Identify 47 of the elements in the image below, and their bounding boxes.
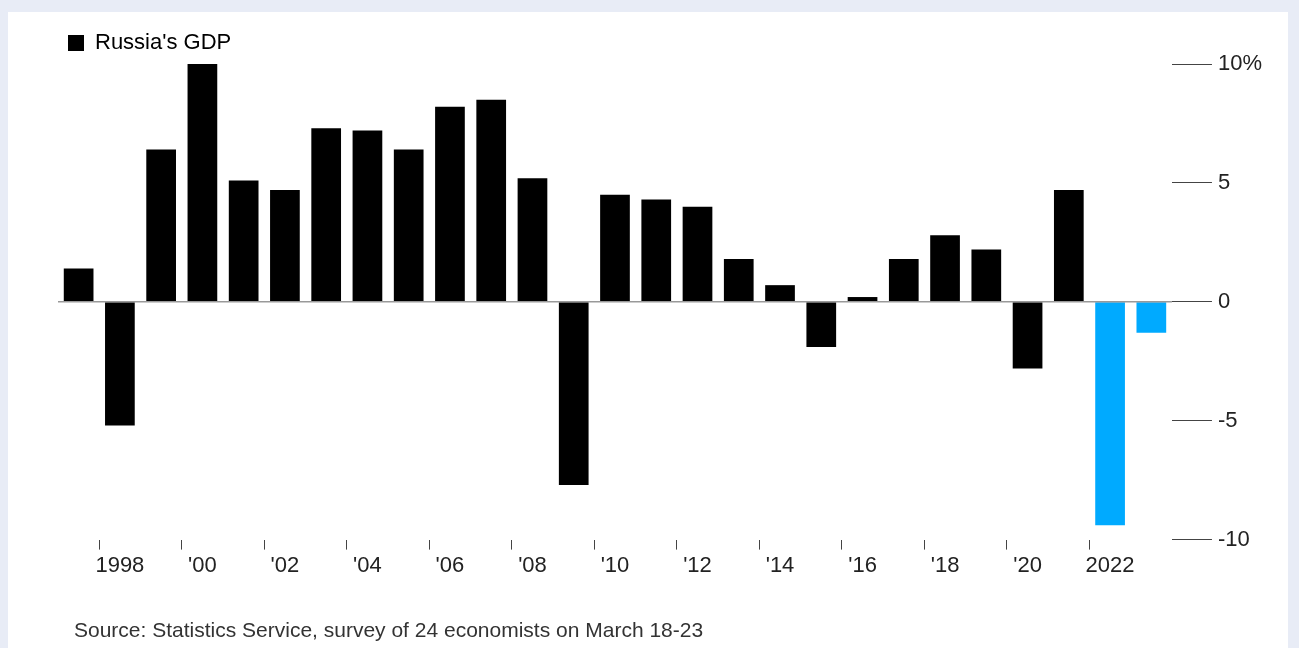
- x-tick-label: 2022: [1085, 551, 1135, 577]
- x-tick-label: '00: [188, 551, 217, 577]
- bar: [476, 99, 507, 302]
- x-tick-label: '16: [848, 551, 877, 577]
- y-tick-label: 10%: [1217, 50, 1263, 76]
- y-tick-label: -10: [1217, 525, 1250, 551]
- bar: [558, 302, 589, 485]
- bar: [63, 268, 94, 302]
- x-tick-label: '14: [765, 551, 795, 577]
- bar: [228, 180, 259, 302]
- bar: [806, 302, 837, 347]
- x-tick-label: 1998: [95, 551, 145, 577]
- bar: [311, 128, 342, 302]
- x-tick-label: '18: [930, 551, 960, 577]
- legend-label: Russia's GDP: [95, 29, 232, 55]
- x-tick-label: '20: [1013, 551, 1042, 577]
- x-tick-label: '02: [270, 551, 300, 577]
- bar: [105, 302, 135, 426]
- bar: [187, 64, 218, 302]
- bar: [723, 259, 754, 302]
- bar: [765, 285, 795, 302]
- bar: [1095, 302, 1125, 526]
- bar: [847, 297, 878, 302]
- bar: [393, 149, 424, 302]
- bar: [270, 190, 300, 302]
- bar: [682, 206, 713, 302]
- x-tick-label: '12: [683, 551, 712, 577]
- x-tick-label: '10: [600, 551, 630, 577]
- bar: [517, 178, 548, 302]
- bar: [146, 149, 176, 302]
- bar: [1136, 302, 1167, 333]
- bar: [641, 199, 672, 302]
- bar: [888, 259, 919, 302]
- y-tick-label: -5: [1217, 406, 1238, 432]
- x-tick-label: '08: [518, 551, 547, 577]
- y-tick-label: 0: [1217, 287, 1231, 313]
- bar: [930, 235, 960, 302]
- bar: [352, 130, 383, 302]
- bar: [1053, 190, 1084, 302]
- y-tick-label: 5: [1217, 168, 1231, 194]
- bar: [435, 106, 465, 302]
- bar: [971, 249, 1002, 302]
- bar: [1012, 302, 1043, 369]
- bar: [600, 194, 630, 302]
- source-note: Source: Statistics Service, survey of 24 economists on March 18-23: [74, 618, 704, 642]
- x-tick-label: '04: [353, 551, 382, 577]
- x-tick-label: '06: [435, 551, 465, 577]
